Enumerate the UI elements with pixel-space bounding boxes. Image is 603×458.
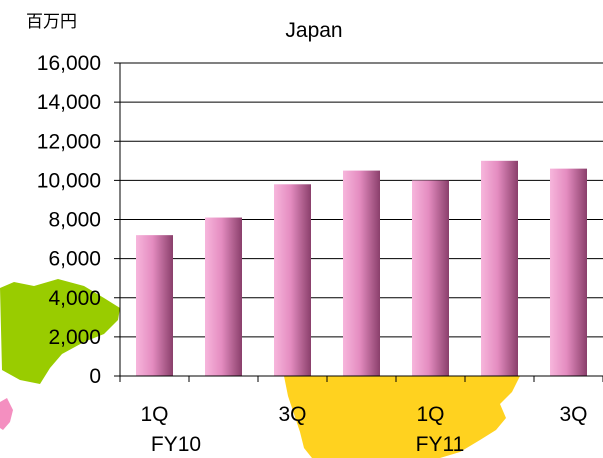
y-tick-label: 2,000 xyxy=(48,326,101,349)
y-tick-label: 14,000 xyxy=(37,91,101,114)
bar-2q-fy11 xyxy=(481,160,518,376)
map-green-region xyxy=(0,279,120,384)
y-tick-label: 6,000 xyxy=(48,248,101,271)
chart-title: Japan xyxy=(285,19,342,42)
y-tick-label: 16,000 xyxy=(37,52,101,75)
bar-1q-fy10 xyxy=(136,235,173,376)
x-tick-labels: 1Q 3Q 1Q 3Q xyxy=(140,403,587,426)
y-tick-labels: 0 2,000 4,000 6,000 8,000 10,000 12,000 14,000 1… xyxy=(37,52,101,388)
unit-label: 百万円 xyxy=(26,12,77,32)
y-tick-label: 8,000 xyxy=(48,209,101,232)
x-tick-label: 3Q xyxy=(278,403,306,426)
y-tick-label: 4,000 xyxy=(48,287,101,310)
bars xyxy=(136,160,587,376)
bar-3q-fy10 xyxy=(274,184,311,376)
x-tick-label: 1Q xyxy=(416,403,444,426)
map-yellow-region xyxy=(284,376,520,458)
fiscal-year-label-fy10: FY10 xyxy=(151,433,201,456)
y-tick-label: 12,000 xyxy=(37,130,101,153)
axes xyxy=(119,63,603,382)
bar-3q-fy11 xyxy=(550,168,587,376)
y-tick-label: 10,000 xyxy=(37,169,101,192)
x-tick-label: 3Q xyxy=(559,403,587,426)
fiscal-year-label-fy11: FY11 xyxy=(416,433,465,456)
x-tick-label: 1Q xyxy=(140,403,168,426)
map-pink-region xyxy=(0,398,13,430)
bar-4q-fy10 xyxy=(343,170,380,376)
y-tick-label: 0 xyxy=(89,365,101,388)
background-map-decoration xyxy=(0,279,520,458)
bar-1q-fy11 xyxy=(412,180,449,376)
bar-2q-fy10 xyxy=(205,217,242,376)
